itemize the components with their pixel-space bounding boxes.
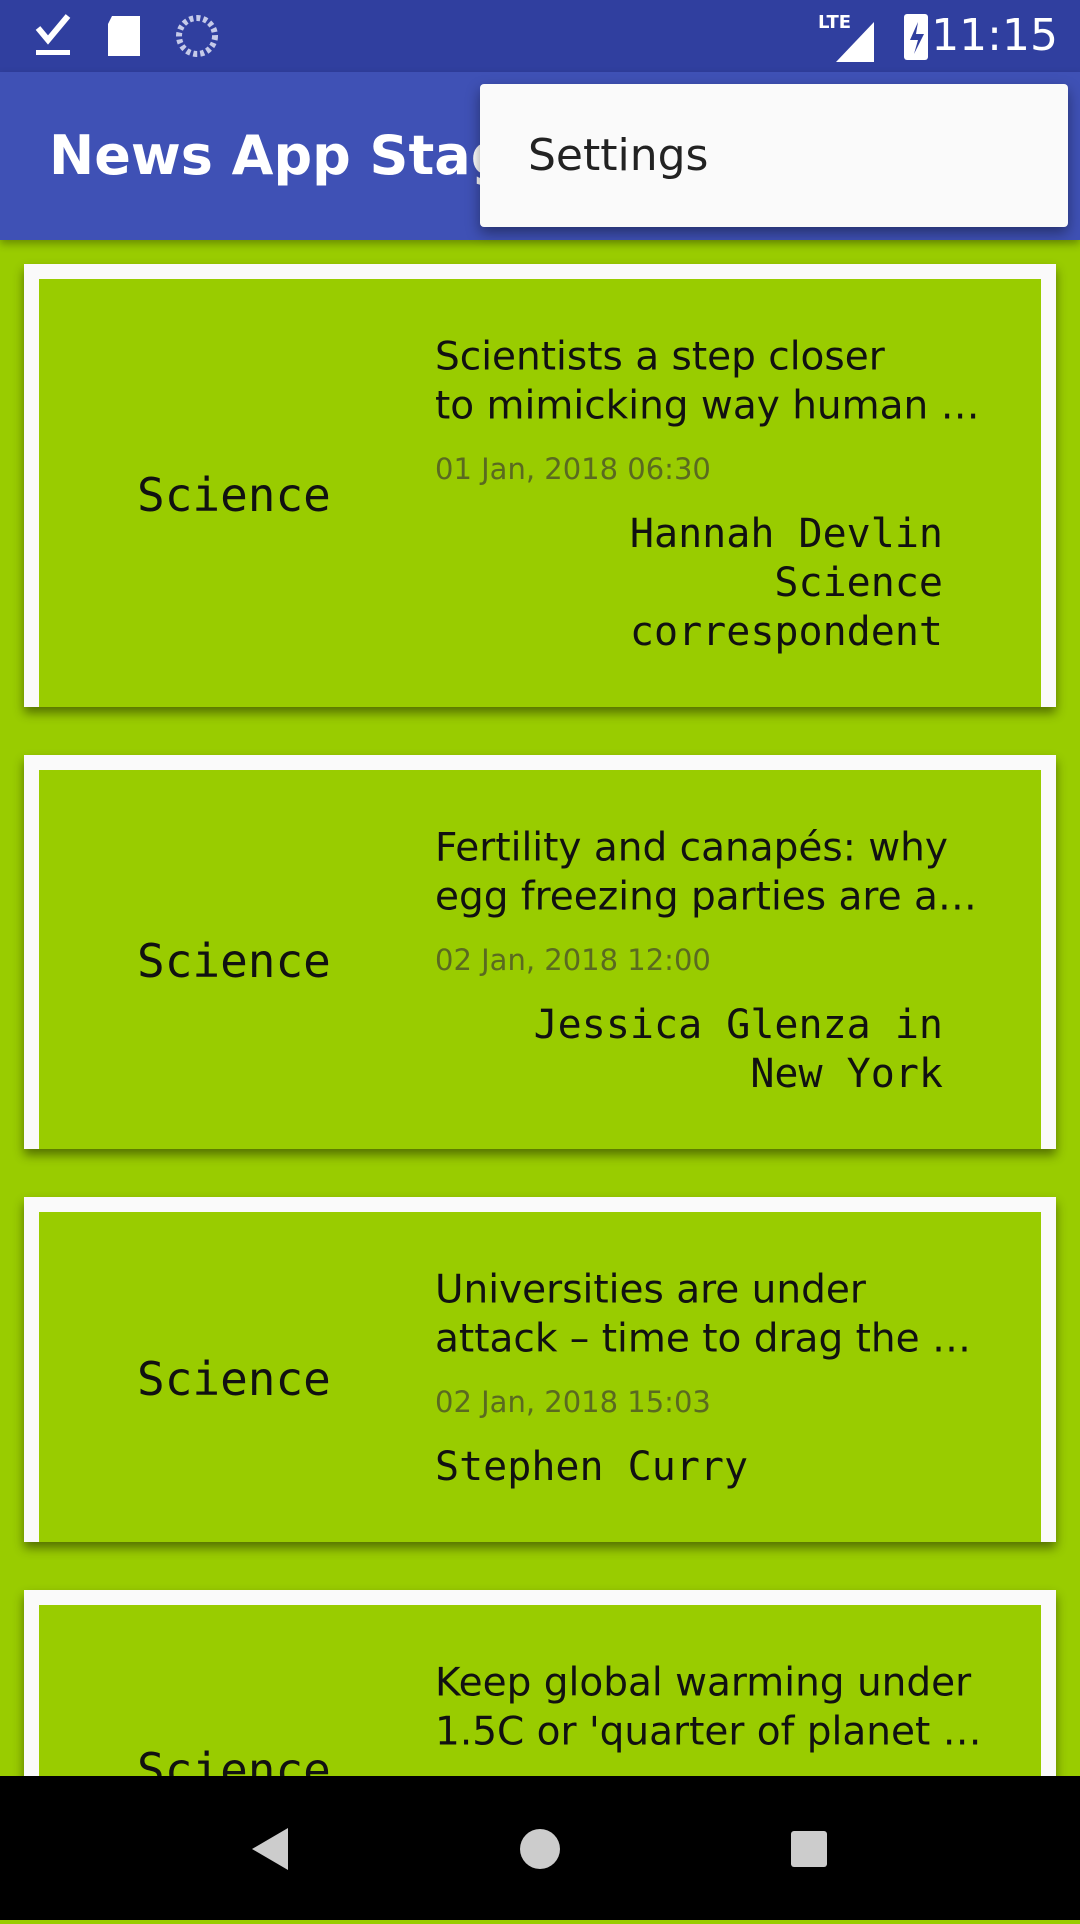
article-title: egg freezing parties are a…: [435, 874, 977, 920]
article-author: Jessica Glenza in: [533, 1002, 943, 1048]
nav-buttons: [252, 1828, 827, 1870]
article-date: 02 Jan, 2018 12:00: [435, 943, 711, 977]
article-list: Science Scientists a step closer to mimick…: [0, 240, 1080, 1776]
article-author: correspondent: [629, 609, 943, 655]
article-title: Scientists a step closer: [435, 334, 885, 380]
card-body: Science Keep global warming under 1.5C or …: [39, 1605, 1041, 1776]
home-button[interactable]: [520, 1829, 560, 1869]
section-label: Science: [137, 1351, 331, 1406]
article-author: Stephen Curry: [435, 1444, 749, 1490]
app-title: News App Stage: [49, 124, 546, 187]
article-title: Fertility and canapés: why: [435, 825, 948, 871]
overflow-menu: Settings: [480, 84, 1068, 227]
network-type: LTE: [818, 12, 852, 33]
article-title: Keep global warming under: [435, 1660, 972, 1706]
status-icons: [35, 14, 928, 62]
recents-button[interactable]: [791, 1831, 827, 1867]
back-button[interactable]: [252, 1828, 288, 1870]
article-author: Hannah Devlin: [629, 511, 943, 557]
article-card[interactable]: Science Scientists a step closer to mimick…: [24, 264, 1056, 707]
card-body: Science Universities are under attack – ti…: [39, 1212, 1041, 1542]
article-author: Science: [774, 560, 943, 606]
card-body: Science Scientists a step closer to mimick…: [39, 279, 1041, 707]
card-body: Science Fertility and canapés: why egg fre…: [39, 770, 1041, 1149]
article-card[interactable]: Science Universities are under attack – ti…: [24, 1197, 1056, 1542]
status-bar: LTE 11:15: [0, 0, 1080, 72]
article-title: 1.5C or 'quarter of planet …: [435, 1709, 982, 1755]
article-author: New York: [750, 1051, 943, 1097]
nav-bar: [0, 1776, 1080, 1920]
section-label: Science: [137, 934, 331, 988]
section-label: Science: [137, 467, 331, 522]
article-title: attack – time to drag the …: [435, 1316, 972, 1362]
section-label: Science: [137, 1743, 331, 1776]
menu-item[interactable]: Settings: [528, 130, 709, 181]
article-card[interactable]: Science Fertility and canapés: why egg fre…: [24, 755, 1056, 1149]
article-title: Universities are under: [435, 1267, 866, 1313]
article-title: to mimicking way human …: [435, 383, 980, 429]
clock: 11:15: [931, 10, 1058, 61]
article-date: 01 Jan, 2018 06:30: [435, 452, 711, 486]
article-card[interactable]: Science Keep global warming under 1.5C or …: [24, 1590, 1056, 1776]
article-date: 02 Jan, 2018 15:03: [435, 1385, 711, 1419]
